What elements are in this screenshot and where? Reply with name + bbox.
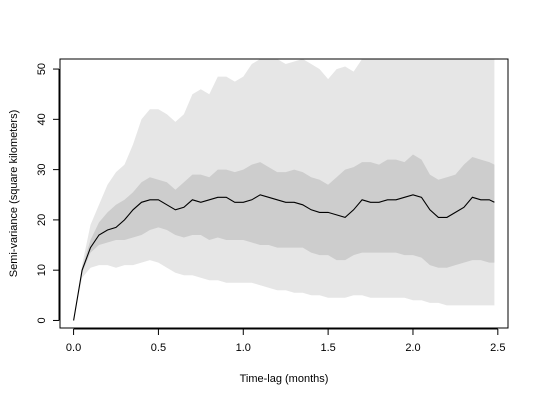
x-tick-label: 0.0 [66, 342, 81, 354]
x-tick-label: 1.0 [236, 342, 251, 354]
semivariance-line-layer [73, 194, 495, 321]
x-axis-title: Time-lag (months) [240, 373, 329, 385]
y-tick-label: 40 [36, 113, 48, 125]
envelope-bands [73, 59, 495, 321]
y-axis: 0 10 20 30 40 50 [36, 63, 60, 324]
y-tick-label: 30 [36, 163, 48, 175]
x-tick-label: 2.5 [490, 342, 505, 354]
y-tick-label: 10 [36, 264, 48, 276]
y-tick-label: 20 [36, 214, 48, 226]
x-tick-label: 2.0 [405, 342, 420, 354]
y-tick-label: 50 [36, 63, 48, 75]
y-axis-title: Semi-variance (square kilometers) [8, 110, 20, 278]
x-tick-label: 0.5 [151, 342, 166, 354]
x-axis: 0.0 0.5 1.0 1.5 2.0 2.5 [66, 328, 505, 354]
semivariance-line [73, 194, 495, 321]
x-tick-label: 1.5 [320, 342, 335, 354]
plot-frame [59, 58, 509, 329]
inner-band-area [73, 154, 495, 321]
y-tick-label: 0 [36, 317, 48, 323]
